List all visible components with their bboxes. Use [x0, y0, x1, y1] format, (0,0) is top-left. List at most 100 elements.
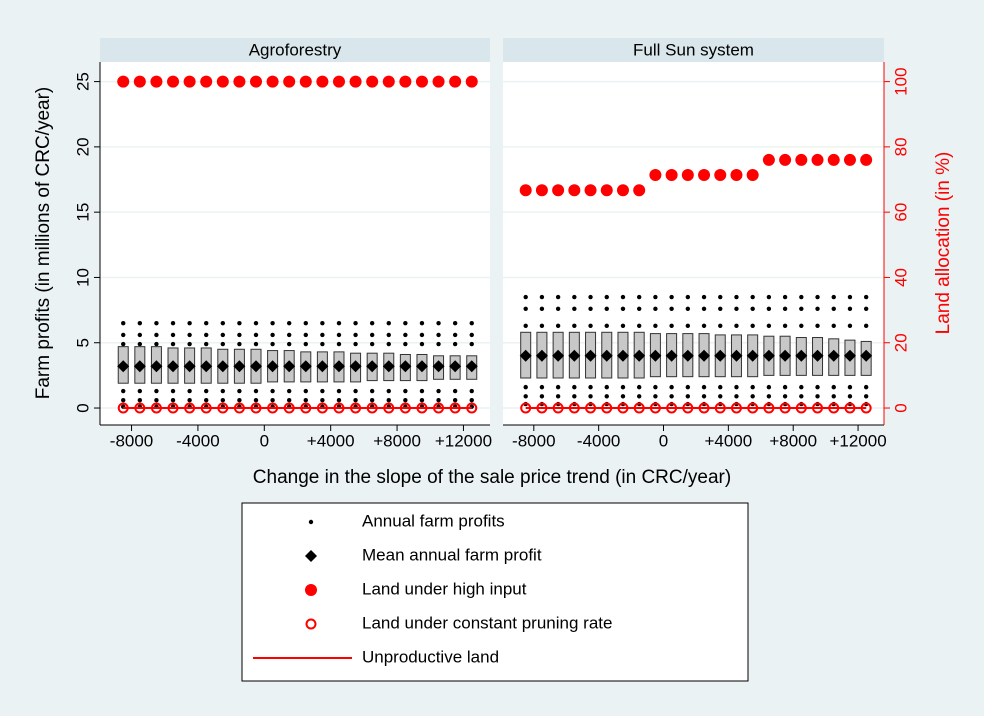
legend-symbol [305, 550, 317, 562]
annual-profit-dot [669, 306, 674, 311]
mean-diamond [779, 349, 792, 362]
annual-profit-dot [604, 323, 609, 328]
mean-diamond [519, 349, 532, 362]
mean-diamond [827, 349, 840, 362]
annual-profit-dot [237, 397, 242, 403]
annual-profit-dot [452, 332, 458, 338]
annual-profit-dot [782, 394, 788, 399]
annual-profit-dot [220, 332, 226, 338]
annual-profit-dot [170, 341, 176, 347]
annual-profit-dot [419, 388, 425, 394]
annual-profit-dot [863, 384, 869, 390]
annual-profit-dot [669, 394, 674, 399]
annual-profit-dot [137, 320, 143, 326]
annual-profit-dot [815, 323, 820, 328]
mean-diamond [415, 360, 428, 373]
annual-profit-dot [799, 323, 804, 328]
high-input-point [382, 75, 395, 88]
mean-diamond [714, 349, 727, 362]
y-tick-label: 20 [73, 137, 92, 156]
y-tick-label: 15 [73, 203, 92, 222]
high-input-point [133, 75, 146, 88]
annual-profit-dot [750, 306, 755, 311]
annual-profit-dot [237, 388, 242, 394]
annual-profit-dot [286, 388, 292, 394]
high-input-point [681, 168, 694, 181]
legend-label: Mean annual farm profit [362, 545, 542, 564]
x-tick-label: +12000 [435, 431, 492, 450]
high-input-point [535, 184, 548, 197]
high-input-point [183, 75, 196, 88]
annual-profit-dot [154, 332, 159, 338]
high-input-point [762, 153, 775, 166]
annual-profit-dot [734, 323, 739, 328]
high-input-point [665, 168, 678, 181]
annual-profit-dot [620, 394, 626, 399]
y-tick-label: 10 [73, 268, 92, 287]
annual-profit-dot [701, 294, 707, 300]
annual-profit-dot [386, 397, 391, 403]
legend-label: Land under constant pruning rate [362, 613, 612, 632]
annual-profit-dot [369, 388, 375, 394]
mean-diamond [449, 360, 462, 373]
x-tick-label: -8000 [110, 431, 153, 450]
annual-profit-dot [386, 341, 391, 347]
x-tick-label: 0 [659, 431, 668, 450]
mean-diamond [633, 349, 646, 362]
x-tick-label: +8000 [769, 431, 817, 450]
annual-profit-dot [353, 332, 358, 338]
annual-profit-dot [523, 294, 528, 300]
mean-diamond [535, 349, 548, 362]
high-input-point [266, 75, 279, 88]
annual-profit-dot [170, 388, 176, 394]
high-input-point [117, 75, 130, 88]
mean-diamond [233, 360, 246, 373]
annual-profit-dot [237, 332, 242, 338]
high-input-point [860, 153, 873, 166]
mean-diamond [183, 360, 196, 373]
annual-profit-dot [863, 294, 869, 300]
high-input-point [779, 153, 792, 166]
annual-profit-dot [270, 341, 275, 347]
mean-diamond [665, 349, 678, 362]
annual-profit-dot [847, 306, 853, 311]
x-tick-label: -4000 [577, 431, 620, 450]
high-input-point [616, 184, 629, 197]
annual-profit-dot [734, 394, 739, 399]
legend-symbol [305, 618, 317, 630]
annual-profit-dot [353, 320, 358, 326]
y2-tick-label: 0 [891, 403, 910, 412]
annual-profit-dot [386, 320, 391, 326]
annual-profit-dot [170, 397, 176, 403]
annual-profit-dot [815, 384, 820, 390]
annual-profit-dot [685, 306, 691, 311]
annual-profit-dot [653, 306, 658, 311]
annual-profit-dot [270, 397, 275, 403]
y2-tick-label: 100 [891, 67, 910, 95]
annual-profit-dot [604, 384, 609, 390]
x-tick-label: +4000 [307, 431, 355, 450]
annual-profit-dot [782, 306, 788, 311]
annual-profit-dot [303, 397, 308, 403]
annual-profit-dot [419, 332, 425, 338]
annual-profit-dot [403, 397, 408, 403]
mean-diamond [316, 360, 329, 373]
annual-profit-dot [452, 320, 458, 326]
y-tick-label: 0 [73, 403, 92, 412]
mean-diamond [266, 360, 279, 373]
annual-profit-dot [336, 388, 342, 394]
annual-profit-dot [137, 332, 143, 338]
annual-profit-dot [831, 323, 836, 328]
annual-profit-dot [121, 332, 126, 338]
annual-profit-dot [539, 384, 545, 390]
mean-diamond [382, 360, 395, 373]
mean-diamond [730, 349, 743, 362]
annual-profit-dot [303, 388, 308, 394]
mean-diamond [616, 349, 629, 362]
annual-profit-dot [187, 341, 192, 347]
annual-profit-dot [303, 341, 308, 347]
annual-profit-dot [766, 394, 772, 399]
annual-profit-dot [303, 332, 308, 338]
panel-strip [100, 38, 490, 62]
annual-profit-dot [636, 306, 642, 311]
